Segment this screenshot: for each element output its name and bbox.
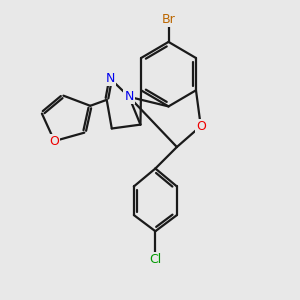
Text: N: N <box>106 72 115 86</box>
Text: Cl: Cl <box>149 254 161 266</box>
Text: Br: Br <box>162 13 176 26</box>
Text: O: O <box>50 134 59 148</box>
Text: N: N <box>124 90 134 103</box>
Text: O: O <box>196 120 206 133</box>
